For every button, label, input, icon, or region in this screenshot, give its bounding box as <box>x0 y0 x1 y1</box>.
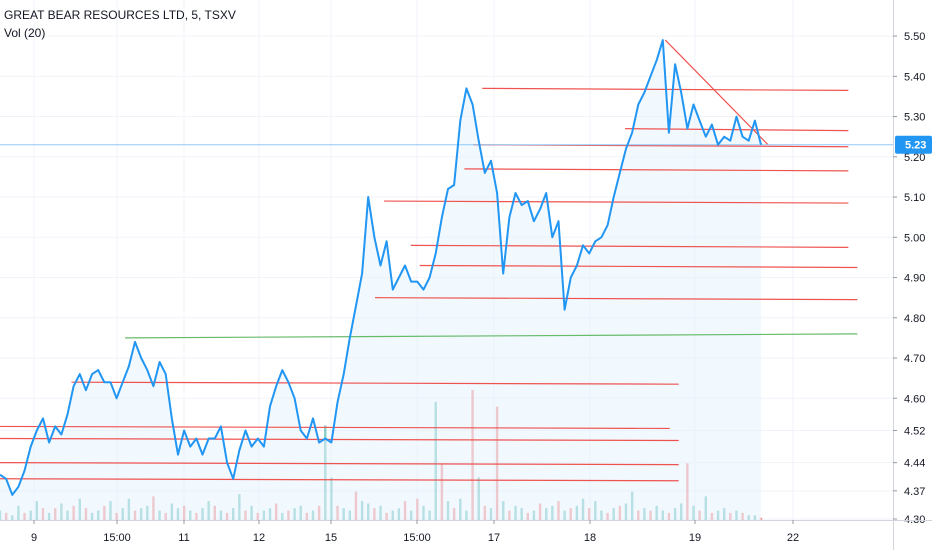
x-axis[interactable]: 9 15:00 11 12 15 15:00 17 18 19 22 <box>0 520 932 544</box>
y-tick-label: 4.80 <box>904 313 925 325</box>
y-tick-label: 4.90 <box>904 273 925 285</box>
chart-legend: GREAT BEAR RESOURCES LTD, 5, TSXV Vol (2… <box>4 6 236 42</box>
resistance-line <box>0 437 679 442</box>
x-tick-label: 17 <box>488 532 500 544</box>
current-price-label: 5.23 <box>905 140 926 152</box>
resistance-line <box>0 462 679 466</box>
y-tick-label: 5.00 <box>904 232 925 244</box>
resistance-line <box>383 200 849 204</box>
y-tick-label: 5.30 <box>904 112 925 124</box>
x-tick-label: 9 <box>31 532 37 544</box>
price-area-fill <box>0 40 761 520</box>
y-tick-label: 4.52 <box>904 425 925 437</box>
resistance-line <box>0 425 670 430</box>
x-tick-label: 11 <box>178 532 189 544</box>
x-tick-label: 22 <box>787 532 799 544</box>
y-tick-label: 5.20 <box>904 152 925 164</box>
trend-line <box>664 39 769 146</box>
price-series <box>0 39 762 496</box>
current-price-tag <box>895 135 932 154</box>
x-tick-label: 15:00 <box>403 532 431 544</box>
y-tick-label: 4.37 <box>904 486 925 498</box>
resistance-line <box>464 168 849 172</box>
y-tick-label: 4.44 <box>904 458 925 470</box>
y-tick-label: 5.40 <box>904 71 925 83</box>
volume-indicator-label[interactable]: Vol (20) <box>4 26 46 40</box>
resistance-line <box>375 297 858 301</box>
y-tick-label: 5.10 <box>904 192 925 204</box>
y-tick-label: 4.70 <box>904 353 925 365</box>
price-area <box>0 40 761 520</box>
y-tick-label: 5.50 <box>904 31 925 43</box>
x-tick-label: 19 <box>689 532 701 544</box>
y-tick-label: 4.60 <box>904 393 925 405</box>
x-tick-label: 12 <box>253 532 265 544</box>
resistance-line <box>625 128 849 132</box>
y-axis[interactable]: 5.50 5.40 5.30 5.20 5.10 5.00 4.90 4.80 4.70 4.60… <box>893 0 932 550</box>
resistance-line <box>0 478 679 482</box>
resistance-line <box>71 381 679 385</box>
x-tick-label: 15 <box>325 532 337 544</box>
resistance-line <box>410 244 849 248</box>
x-tick-label: 15:00 <box>103 532 131 544</box>
resistance-line <box>419 264 858 269</box>
horizontal-levels[interactable] <box>0 39 893 482</box>
support-line <box>125 333 858 339</box>
x-tick-label: 18 <box>584 532 596 544</box>
symbol-title[interactable]: GREAT BEAR RESOURCES LTD, 5, TSXV <box>4 8 236 22</box>
price-line <box>0 39 762 496</box>
